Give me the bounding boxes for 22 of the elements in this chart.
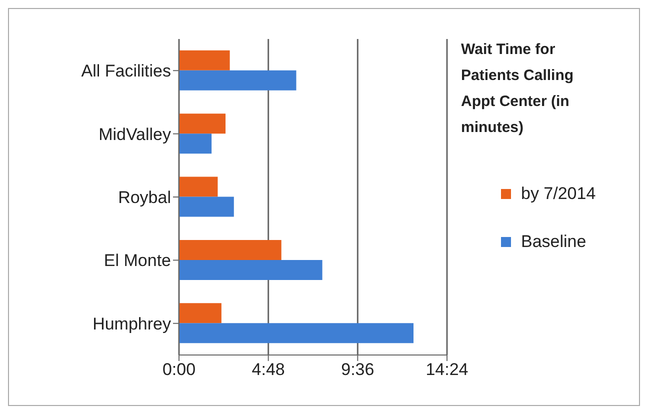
- y-tick-label: El Monte: [104, 251, 171, 270]
- bar: [179, 176, 218, 197]
- y-tick-label: Roybal: [118, 188, 171, 208]
- bar: [179, 50, 230, 70]
- bar: [179, 134, 212, 154]
- legend-label: by 7/2014: [521, 184, 596, 204]
- bar: [179, 303, 222, 324]
- y-tick-label: All Facilities: [81, 62, 171, 81]
- bar: [179, 70, 296, 90]
- text: Wait Time for Patients Calling Appt Center (in minutes): [461, 40, 575, 138]
- x-tick-label: 9:36: [341, 360, 374, 380]
- x-tick-label: 14:24: [426, 360, 468, 380]
- y-tick-label: Humphrey: [92, 314, 172, 334]
- x-tick-label: 4:48: [252, 360, 285, 380]
- bar: [179, 240, 282, 260]
- bar: [179, 260, 322, 280]
- bar: [179, 114, 226, 134]
- y-tick-label: MidValley: [98, 124, 172, 144]
- bar: [179, 323, 414, 344]
- bar: [179, 196, 234, 217]
- legend-label: Baseline: [521, 232, 586, 252]
- x-tick-label: 0:00: [162, 360, 196, 380]
